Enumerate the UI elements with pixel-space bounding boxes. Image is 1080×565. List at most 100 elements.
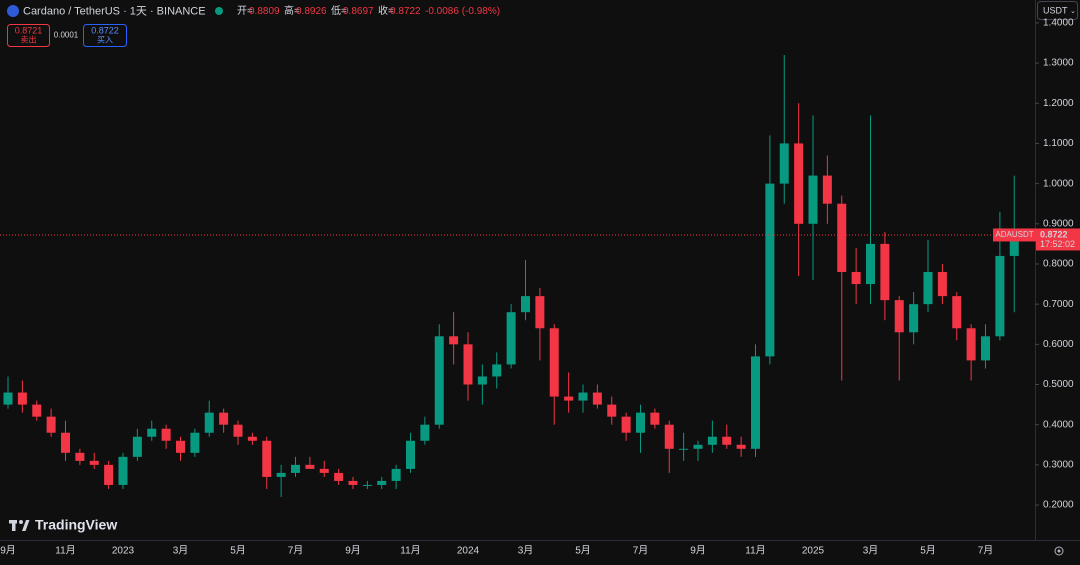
- x-tick-label: 5月: [230, 545, 246, 557]
- x-tick-label: 9月: [0, 545, 16, 557]
- close-value: 0.8722: [390, 6, 421, 17]
- candle-body: [161, 428, 171, 441]
- sell-price: 0.8721: [15, 25, 43, 35]
- y-tick-label: 1.4000: [1043, 18, 1074, 29]
- candle-body: [521, 296, 530, 313]
- candle-body: [808, 175, 818, 224]
- settings-icon-center: [1057, 549, 1061, 553]
- candle-body: [362, 484, 372, 486]
- candle-body: [377, 480, 387, 485]
- candle-body: [923, 272, 933, 305]
- candle-body: [420, 424, 430, 441]
- candle-body: [477, 376, 487, 385]
- x-tick-label: 2025: [802, 546, 825, 557]
- candle-body: [966, 328, 976, 361]
- candle-body: [636, 412, 645, 433]
- logo: [9, 520, 30, 531]
- buy-button[interactable]: [83, 24, 127, 47]
- candle-body: [937, 272, 947, 297]
- candle-body: [765, 183, 775, 357]
- x-tick-label: 3月: [173, 545, 189, 557]
- candle-body: [592, 392, 602, 405]
- y-tick-label: 0.8000: [1043, 259, 1074, 270]
- y-tick-label: 0.3000: [1043, 460, 1074, 471]
- candle-body: [822, 175, 832, 204]
- candle-body: [880, 243, 890, 301]
- candle-body: [449, 336, 459, 345]
- candle-body: [995, 255, 1005, 337]
- candle-body: [147, 428, 157, 437]
- candle-body: [262, 440, 272, 477]
- y-tick-label: 1.3000: [1043, 58, 1074, 69]
- candle-body: [204, 412, 214, 433]
- candle-body: [549, 328, 559, 397]
- candle-body: [736, 444, 746, 449]
- candle-body: [909, 304, 919, 333]
- candle-body: [233, 424, 243, 437]
- candle-body: [190, 432, 200, 453]
- y-tick-label: 0.6000: [1043, 339, 1074, 350]
- x-tick-label: 9月: [345, 545, 361, 557]
- x-tick-label: 9月: [690, 545, 706, 557]
- candle-body: [506, 312, 516, 365]
- candle-body: [291, 464, 300, 473]
- candle-body: [406, 440, 415, 469]
- candle-body: [981, 336, 990, 361]
- countdown: 17:52:02: [1040, 239, 1075, 249]
- y-tick-label: 0.9000: [1043, 218, 1074, 229]
- x-tick-label: 7月: [288, 545, 304, 557]
- symbol-icon: [7, 5, 19, 17]
- x-tick-label: 11月: [55, 545, 75, 557]
- y-tick-label: 1.2000: [1043, 98, 1074, 109]
- candle-body: [535, 296, 545, 329]
- x-tick-label: 2024: [457, 546, 480, 557]
- candle-body: [276, 472, 286, 477]
- change: -0.0086 (-0.98%): [425, 6, 500, 17]
- price-tag: [1036, 228, 1080, 251]
- y-tick-label: 0.5000: [1043, 379, 1074, 390]
- x-tick-label: 5月: [920, 545, 936, 557]
- candle-body: [492, 364, 502, 377]
- close-label: 收=: [378, 4, 394, 17]
- buy-label: 买入: [97, 36, 113, 45]
- x-tick-label: 2023: [112, 546, 135, 557]
- candle-body: [89, 460, 99, 465]
- currency: USDT: [1043, 5, 1068, 15]
- candle-body: [46, 416, 56, 433]
- candle-body: [894, 300, 904, 333]
- candle-body: [621, 416, 631, 433]
- dropdown-arrow: ⌄: [1070, 8, 1076, 15]
- currency-button[interactable]: [1037, 1, 1078, 20]
- candle-body: [1009, 234, 1019, 256]
- x-tick-label: 3月: [518, 545, 534, 557]
- sell-button[interactable]: [7, 24, 50, 47]
- candle-body: [722, 436, 732, 445]
- x-tick-label: 11月: [400, 545, 420, 557]
- candle-body: [779, 143, 789, 184]
- candle-body: [391, 468, 401, 481]
- y-tick-label: 0.2000: [1043, 500, 1074, 511]
- settings-icon[interactable]: [1054, 546, 1064, 556]
- candle-body: [319, 468, 329, 473]
- candle-body: [61, 432, 70, 453]
- candle-body: [334, 472, 344, 481]
- candle-body: [132, 436, 142, 457]
- symbol-title[interactable]: Cardano / TetherUS · 1天 · BINANCE: [23, 5, 206, 17]
- candle-body: [578, 392, 588, 401]
- candle-body: [837, 203, 847, 273]
- candle-body: [693, 444, 703, 449]
- candle-body: [607, 404, 617, 417]
- candle-body: [751, 356, 760, 449]
- candle-body: [664, 424, 674, 449]
- candle-body: [3, 392, 13, 405]
- last-price: 0.8722: [1040, 229, 1068, 239]
- y-tick-label: 0.4000: [1043, 419, 1074, 430]
- candle-body: [463, 344, 473, 385]
- y-tick-label: 0.7000: [1043, 299, 1074, 310]
- candle-body: [176, 440, 185, 453]
- candle-body: [866, 243, 875, 285]
- candle-body: [707, 436, 717, 445]
- candle-body: [564, 396, 574, 401]
